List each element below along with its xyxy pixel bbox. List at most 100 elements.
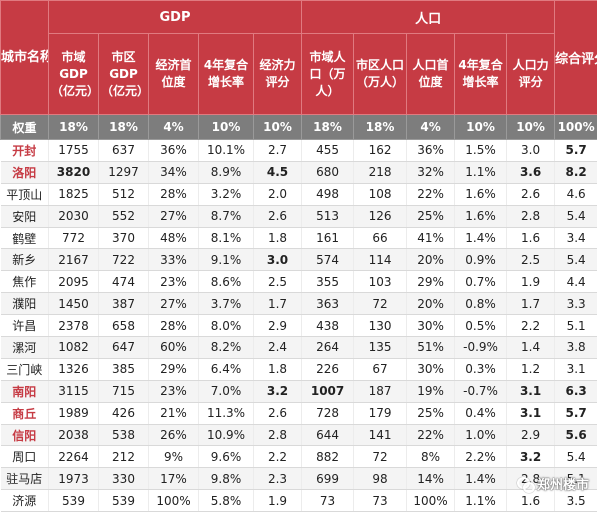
- table-cell: 3.2: [507, 446, 555, 468]
- table-cell: 29%: [407, 271, 455, 293]
- table-cell: 2.2%: [455, 446, 507, 468]
- city-name-cell: 商丘: [1, 402, 49, 424]
- population-column-header: 人口力评分: [507, 34, 555, 115]
- table-cell: 25%: [407, 205, 455, 227]
- table-cell: 385: [99, 358, 149, 380]
- table-cell: 3820: [49, 161, 99, 183]
- table-cell: 8.1%: [199, 227, 254, 249]
- table-cell: 5.4: [555, 205, 597, 227]
- table-cell: 1.5%: [455, 140, 507, 162]
- weight-cell: 100%: [555, 115, 597, 140]
- table-cell: 699: [302, 468, 354, 490]
- table-cell: 19%: [407, 380, 455, 402]
- table-cell: 226: [302, 358, 354, 380]
- table-cell: -0.7%: [455, 380, 507, 402]
- table-cell: 51%: [407, 337, 455, 359]
- table-cell: 552: [99, 205, 149, 227]
- table-cell: 8.9%: [199, 161, 254, 183]
- table-cell: 2.7: [254, 140, 302, 162]
- table-cell: 5.4: [555, 446, 597, 468]
- table-cell: 438: [302, 315, 354, 337]
- table-cell: 3.4: [555, 227, 597, 249]
- city-name-cell: 信阳: [1, 424, 49, 446]
- table-cell: 5.7: [555, 402, 597, 424]
- population-group-header: 人口: [302, 1, 555, 34]
- table-cell: 772: [49, 227, 99, 249]
- weight-cell: 4%: [149, 115, 199, 140]
- table-cell: 1.8: [254, 358, 302, 380]
- table-cell: 1082: [49, 337, 99, 359]
- table-cell: 5.6: [555, 424, 597, 446]
- gdp-column-header: 市区GDP（亿元）: [99, 34, 149, 115]
- table-cell: 6.4%: [199, 358, 254, 380]
- table-cell: 29%: [149, 358, 199, 380]
- table-cell: 455: [302, 140, 354, 162]
- table-cell: 1.0%: [455, 424, 507, 446]
- table-cell: 33%: [149, 249, 199, 271]
- table-cell: 0.9%: [455, 249, 507, 271]
- weight-cell: 10%: [199, 115, 254, 140]
- table-cell: 5.7: [555, 140, 597, 162]
- table-cell: 22%: [407, 424, 455, 446]
- city-name-cell: 安阳: [1, 205, 49, 227]
- overall-score-header: 综合评分: [555, 1, 597, 115]
- table-cell: 2.4: [254, 337, 302, 359]
- gdp-column-header: 经济首位度: [149, 34, 199, 115]
- table-cell: 3.7%: [199, 293, 254, 315]
- gdp-column-header: 4年复合增长率: [199, 34, 254, 115]
- table-cell: 3.0: [507, 140, 555, 162]
- wechat-icon: [517, 477, 533, 491]
- table-cell: 1.6: [507, 490, 555, 512]
- table-cell: 1326: [49, 358, 99, 380]
- table-cell: 179: [354, 402, 407, 424]
- table-cell: 1.6%: [455, 205, 507, 227]
- table-cell: 0.8%: [455, 293, 507, 315]
- table-cell: -0.9%: [455, 337, 507, 359]
- table-cell: 1.8: [254, 227, 302, 249]
- table-cell: 512: [99, 183, 149, 205]
- city-name-header: 城市名称: [1, 1, 49, 115]
- table-cell: 23%: [149, 271, 199, 293]
- table-cell: 4.6: [555, 183, 597, 205]
- table-cell: 728: [302, 402, 354, 424]
- table-cell: 21%: [149, 402, 199, 424]
- table-cell: 2167: [49, 249, 99, 271]
- table-cell: 1.4%: [455, 468, 507, 490]
- table-cell: 100%: [407, 490, 455, 512]
- table-cell: 513: [302, 205, 354, 227]
- table-cell: 1.7: [254, 293, 302, 315]
- table-cell: 36%: [407, 140, 455, 162]
- weight-label: 权重: [1, 115, 49, 140]
- table-cell: 41%: [407, 227, 455, 249]
- population-column-header: 市域人口（万人）: [302, 34, 354, 115]
- table-cell: 4.4: [555, 271, 597, 293]
- table-cell: 27%: [149, 293, 199, 315]
- city-name-cell: 平顶山: [1, 183, 49, 205]
- table-cell: 1755: [49, 140, 99, 162]
- weight-cell: 18%: [99, 115, 149, 140]
- table-cell: 3.2%: [199, 183, 254, 205]
- table-cell: 6.3: [555, 380, 597, 402]
- table-cell: 7.0%: [199, 380, 254, 402]
- table-cell: 72: [354, 293, 407, 315]
- table-cell: 218: [354, 161, 407, 183]
- table-cell: 28%: [149, 315, 199, 337]
- table-cell: 363: [302, 293, 354, 315]
- city-name-cell: 济源: [1, 490, 49, 512]
- city-name-cell: 漯河: [1, 337, 49, 359]
- table-cell: 539: [99, 490, 149, 512]
- table-cell: 212: [99, 446, 149, 468]
- table-cell: 1.1%: [455, 161, 507, 183]
- table-cell: 162: [354, 140, 407, 162]
